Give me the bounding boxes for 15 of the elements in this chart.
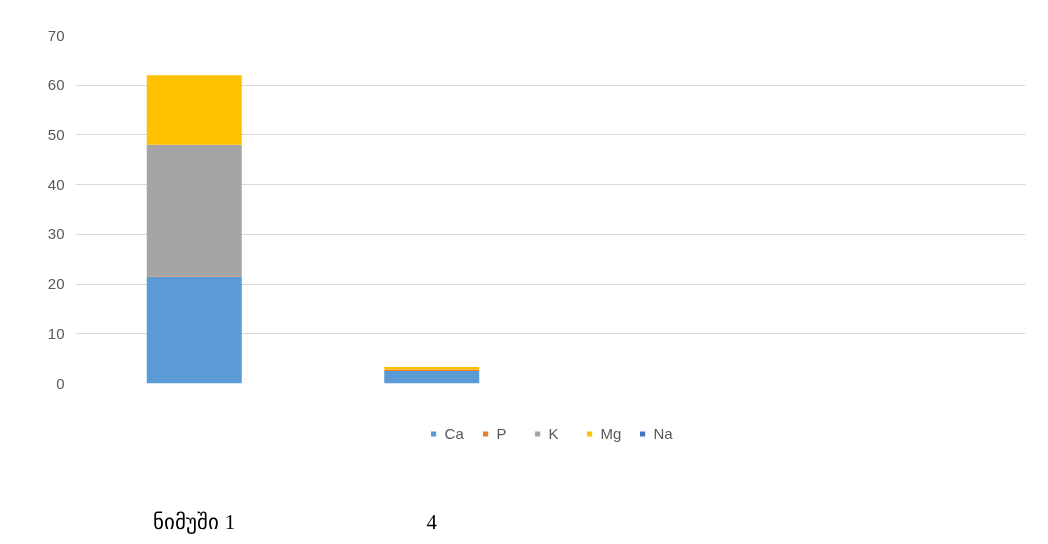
y-tick-label: 40 (47, 175, 65, 193)
y-tick-label: 30 (47, 225, 65, 243)
legend-label: Na (653, 425, 674, 442)
y-tick-label: 10 (47, 324, 65, 342)
y-tick-label: 20 (47, 275, 65, 293)
legend-label: K (548, 425, 560, 442)
y-tick-label: 60 (47, 76, 65, 94)
y-tick-label: 0 (56, 374, 65, 392)
y-tick-label: 70 (47, 26, 65, 44)
legend-label: Mg (600, 425, 622, 442)
legend-label: P (496, 425, 508, 442)
x-tick-label: ნიმუში 1 (153, 509, 236, 534)
x-tick-label: 4 (426, 509, 438, 534)
y-tick-label: 50 (47, 125, 65, 143)
legend-label: Ca (444, 425, 465, 442)
